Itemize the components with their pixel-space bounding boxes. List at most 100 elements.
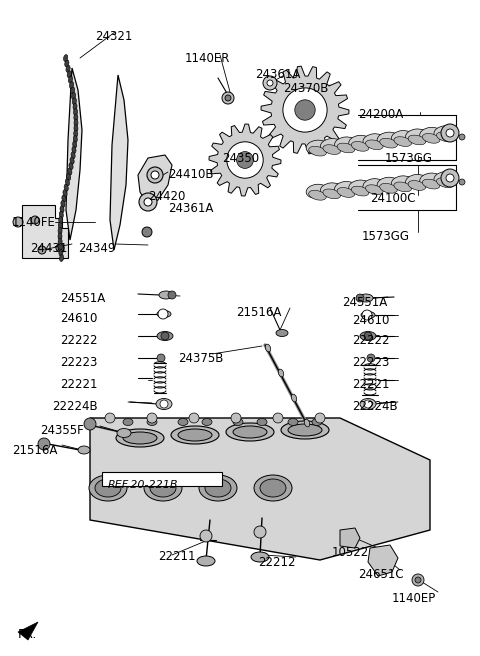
Text: 22211: 22211 [158, 550, 195, 563]
Polygon shape [22, 205, 68, 258]
Ellipse shape [226, 423, 274, 441]
Ellipse shape [309, 190, 326, 200]
Circle shape [151, 171, 159, 179]
Ellipse shape [68, 168, 72, 175]
Ellipse shape [67, 173, 71, 180]
Circle shape [283, 88, 327, 132]
Ellipse shape [422, 134, 440, 143]
Ellipse shape [288, 424, 322, 436]
Ellipse shape [391, 131, 413, 145]
Ellipse shape [265, 344, 271, 352]
Ellipse shape [233, 426, 267, 438]
Ellipse shape [199, 475, 237, 501]
Text: 24651C: 24651C [358, 568, 404, 581]
Ellipse shape [420, 127, 442, 142]
Text: 24610: 24610 [352, 314, 389, 327]
Text: 1573GG: 1573GG [385, 152, 433, 165]
Ellipse shape [281, 421, 329, 439]
Circle shape [415, 577, 421, 583]
Circle shape [31, 216, 39, 224]
Ellipse shape [351, 186, 369, 196]
Polygon shape [368, 545, 398, 576]
Text: FR.: FR. [18, 628, 37, 641]
Ellipse shape [254, 475, 292, 501]
Ellipse shape [408, 135, 426, 145]
Text: 24420: 24420 [148, 190, 185, 203]
Ellipse shape [59, 216, 63, 224]
Text: 21516A: 21516A [12, 444, 58, 457]
Ellipse shape [59, 211, 63, 218]
Ellipse shape [73, 136, 77, 142]
Text: 1140EP: 1140EP [392, 592, 436, 605]
Circle shape [84, 418, 96, 430]
Ellipse shape [233, 419, 243, 426]
Circle shape [56, 244, 64, 252]
Circle shape [459, 179, 465, 185]
Circle shape [38, 246, 46, 254]
Ellipse shape [71, 87, 75, 94]
Circle shape [231, 413, 241, 423]
Ellipse shape [117, 428, 131, 438]
Ellipse shape [377, 132, 399, 146]
Ellipse shape [335, 137, 357, 151]
Ellipse shape [66, 66, 70, 72]
Ellipse shape [351, 142, 369, 152]
Ellipse shape [323, 145, 341, 154]
Ellipse shape [202, 419, 212, 426]
Polygon shape [138, 155, 172, 205]
Ellipse shape [349, 180, 371, 194]
Ellipse shape [58, 238, 62, 245]
Text: 24361A: 24361A [255, 68, 300, 81]
Polygon shape [18, 622, 38, 640]
Ellipse shape [159, 291, 173, 299]
Ellipse shape [69, 163, 73, 169]
Ellipse shape [74, 114, 78, 121]
Text: 24375B: 24375B [178, 352, 223, 365]
Ellipse shape [74, 119, 78, 127]
Ellipse shape [147, 419, 157, 426]
Circle shape [139, 193, 157, 211]
Ellipse shape [65, 179, 70, 186]
Text: 22212: 22212 [258, 556, 296, 569]
Polygon shape [66, 68, 82, 240]
Ellipse shape [359, 294, 373, 302]
Ellipse shape [58, 228, 62, 234]
Ellipse shape [59, 249, 63, 256]
Ellipse shape [157, 310, 171, 318]
Circle shape [254, 526, 266, 538]
Circle shape [459, 134, 465, 140]
Ellipse shape [123, 432, 157, 444]
Ellipse shape [394, 182, 411, 192]
Ellipse shape [197, 556, 215, 566]
Circle shape [222, 92, 234, 104]
Ellipse shape [276, 329, 288, 337]
Ellipse shape [394, 136, 411, 146]
Circle shape [227, 142, 263, 178]
Bar [102, 472, 222, 486]
Polygon shape [90, 418, 430, 560]
Circle shape [160, 400, 168, 408]
Circle shape [295, 100, 315, 120]
Text: REF.20-221B: REF.20-221B [108, 480, 179, 490]
Ellipse shape [116, 429, 164, 447]
Ellipse shape [251, 552, 269, 562]
Ellipse shape [257, 419, 267, 426]
Text: 22223: 22223 [60, 356, 97, 369]
Ellipse shape [156, 398, 172, 409]
Text: 10522: 10522 [332, 546, 369, 559]
Ellipse shape [380, 184, 397, 193]
Ellipse shape [434, 172, 456, 186]
Circle shape [315, 413, 325, 423]
Circle shape [168, 291, 176, 299]
Circle shape [189, 413, 199, 423]
Circle shape [364, 332, 372, 340]
Ellipse shape [304, 419, 310, 427]
Ellipse shape [422, 179, 440, 189]
Ellipse shape [306, 140, 328, 154]
Text: 1140FE: 1140FE [12, 216, 56, 229]
Ellipse shape [288, 419, 298, 426]
Ellipse shape [337, 143, 355, 153]
Ellipse shape [157, 331, 173, 340]
Circle shape [362, 310, 372, 320]
Ellipse shape [123, 419, 133, 426]
